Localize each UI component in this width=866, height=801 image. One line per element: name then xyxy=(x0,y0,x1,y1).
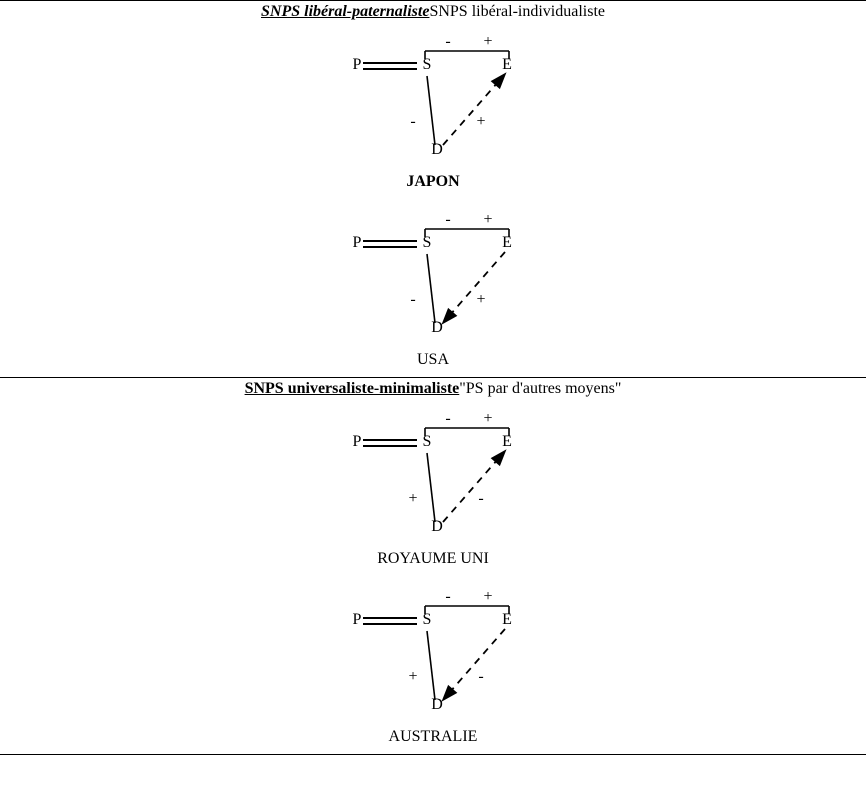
sign-bot-left: + xyxy=(406,490,420,508)
diagram-2a: P S E D - + + - xyxy=(323,398,543,548)
node-S: S xyxy=(417,433,437,451)
sign-top-left: - xyxy=(441,588,455,606)
section1-header: SNPS libéral-paternalisteSNPS libéral-in… xyxy=(0,1,866,21)
node-S: S xyxy=(417,234,437,252)
sign-bot-right: + xyxy=(474,291,488,309)
node-P: P xyxy=(347,234,367,252)
sign-top-right: + xyxy=(481,588,495,606)
sign-bot-left: - xyxy=(406,113,420,131)
node-P: P xyxy=(347,56,367,74)
node-S: S xyxy=(417,611,437,629)
sign-bot-right: + xyxy=(474,113,488,131)
node-E: E xyxy=(497,56,517,74)
node-S: S xyxy=(417,56,437,74)
sign-top-right: + xyxy=(481,33,495,51)
sign-top-left: - xyxy=(441,211,455,229)
diagram-1a: PSED-+-+ xyxy=(323,21,543,171)
diagram-1a-wrap: PSED-+-+ xyxy=(0,21,866,171)
section2-title-left: SNPS universaliste-minimaliste xyxy=(245,380,460,397)
diagram-1b-wrap: PSED-+-+ xyxy=(0,199,866,349)
node-P: P xyxy=(347,433,367,451)
page: SNPS libéral-paternalisteSNPS libéral-in… xyxy=(0,0,866,755)
diagram-2a-wrap: P S E D - + + - xyxy=(0,398,866,548)
node-E: E xyxy=(497,433,517,451)
caption-1a: JAPON xyxy=(0,171,866,199)
caption-2b: AUSTRALIE xyxy=(0,726,866,754)
sign-bot-left: + xyxy=(406,668,420,686)
sign-top-left: - xyxy=(441,33,455,51)
caption-2a: ROYAUME UNI xyxy=(0,548,866,576)
section2-header: SNPS universaliste-minimaliste"PS par d'… xyxy=(0,378,866,398)
sign-bot-right: - xyxy=(474,490,488,508)
sign-bot-left: - xyxy=(406,291,420,309)
sign-top-left: - xyxy=(441,410,455,428)
node-P: P xyxy=(347,611,367,629)
caption-1b: USA xyxy=(0,349,866,377)
sign-bot-right: - xyxy=(474,668,488,686)
node-D: D xyxy=(427,319,447,337)
sign-top-right: + xyxy=(481,410,495,428)
diagram-1b: PSED-+-+ xyxy=(323,199,543,349)
diagram-2b-wrap: P S E D - + + - xyxy=(0,576,866,726)
diagram-2b: P S E D - + + - xyxy=(323,576,543,726)
node-E: E xyxy=(497,611,517,629)
section1-title-left: SNPS libéral-paternaliste xyxy=(261,3,429,20)
node-E: E xyxy=(497,234,517,252)
node-D: D xyxy=(427,141,447,159)
node-D: D xyxy=(427,696,447,714)
sign-top-right: + xyxy=(481,211,495,229)
section2-title-right: "PS par d'autres moyens" xyxy=(459,380,621,397)
section1-title-right: SNPS libéral-individualiste xyxy=(429,3,605,20)
node-D: D xyxy=(427,518,447,536)
rule-bottom xyxy=(0,754,866,755)
